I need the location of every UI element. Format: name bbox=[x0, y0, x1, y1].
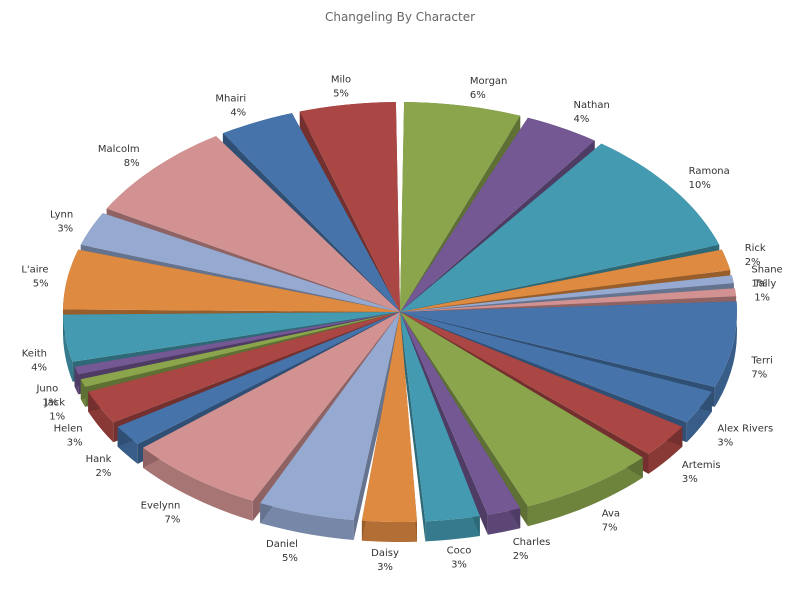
pie-slice-side-daisy bbox=[361, 520, 417, 542]
slice-label-artemis: Artemis bbox=[682, 460, 721, 471]
slice-label-rick: Rick bbox=[745, 243, 766, 254]
pie-slice-tally[interactable] bbox=[400, 288, 737, 312]
pie-slice-side-ava bbox=[527, 457, 643, 527]
slice-label-l-aire: L'aire bbox=[21, 264, 48, 275]
pie-slice-side-daniel bbox=[260, 503, 354, 540]
pie-slice-mhairi[interactable] bbox=[222, 113, 400, 312]
pie-slice-side-coco bbox=[425, 516, 480, 542]
pie-slice-alex-rivers[interactable] bbox=[400, 312, 712, 423]
pie-slice-juno[interactable] bbox=[74, 312, 400, 375]
slice-value-morgan: 6% bbox=[470, 90, 486, 101]
pie-slice-coco[interactable] bbox=[400, 312, 480, 522]
slice-value-l-aire: 5% bbox=[33, 278, 49, 289]
slice-label-charles: Charles bbox=[513, 537, 551, 548]
slice-label-tally: Tally bbox=[753, 279, 776, 290]
pie-slice-daisy[interactable] bbox=[361, 312, 417, 522]
slice-value-keith: 4% bbox=[31, 363, 47, 374]
slice-label-alex-rivers: Alex Rivers bbox=[717, 424, 773, 435]
slice-value-malcolm: 8% bbox=[124, 158, 140, 169]
slice-label-mhairi: Mhairi bbox=[215, 94, 246, 105]
pie-slice-hank[interactable] bbox=[117, 312, 400, 444]
slice-value-artemis: 3% bbox=[682, 474, 698, 485]
pie-slice-milo[interactable] bbox=[299, 102, 400, 312]
slice-label-jack: Jack bbox=[44, 397, 66, 408]
pie-slice-wall-charles-1 bbox=[400, 312, 488, 535]
pie-slice-malcolm[interactable] bbox=[106, 136, 400, 312]
pie-slice-evelynn[interactable] bbox=[143, 312, 400, 501]
slice-value-terri: 7% bbox=[751, 370, 767, 381]
pie-slice-keith[interactable] bbox=[63, 312, 400, 362]
slice-label-terri: Terri bbox=[750, 356, 772, 367]
pie-slice-daniel[interactable] bbox=[260, 312, 400, 520]
chart-title: Changeling By Character bbox=[324, 10, 476, 24]
pie-slice-ava[interactable] bbox=[400, 312, 643, 507]
slice-value-juno: 1% bbox=[42, 398, 58, 409]
slice-label-ramona: Ramona bbox=[689, 166, 730, 177]
slice-value-alex-rivers: 3% bbox=[717, 438, 733, 449]
pie-labels: Morgan6%Nathan4%Ramona10%Rick2%Shane1%Ta… bbox=[21, 75, 782, 573]
slice-label-hank: Hank bbox=[86, 454, 112, 465]
slice-value-ava: 7% bbox=[602, 523, 618, 534]
slice-value-helen: 3% bbox=[67, 438, 83, 449]
slice-value-evelynn: 7% bbox=[165, 514, 181, 525]
pie-slice-side-keith bbox=[63, 314, 73, 382]
slice-label-juno: Juno bbox=[35, 384, 58, 395]
pie-slice-artemis[interactable] bbox=[400, 312, 683, 454]
slice-label-milo: Milo bbox=[331, 75, 351, 86]
slice-value-shane: 1% bbox=[751, 278, 767, 289]
slice-label-malcolm: Malcolm bbox=[98, 144, 140, 155]
slice-value-charles: 2% bbox=[513, 551, 529, 562]
slice-value-coco: 3% bbox=[451, 559, 467, 570]
slice-value-rick: 2% bbox=[745, 257, 761, 268]
pie-slice-shane[interactable] bbox=[400, 275, 734, 312]
slice-label-shane: Shane bbox=[751, 264, 782, 275]
pie-slice-wall-daniel-0 bbox=[353, 312, 400, 540]
slice-value-mhairi: 4% bbox=[230, 108, 246, 119]
pie-slice-nathan[interactable] bbox=[400, 117, 595, 312]
slice-value-hank: 2% bbox=[96, 468, 112, 479]
slice-value-milo: 5% bbox=[333, 89, 349, 100]
slice-value-nathan: 4% bbox=[574, 114, 590, 125]
pie-slice-side-evelynn bbox=[143, 447, 253, 521]
slice-label-evelynn: Evelynn bbox=[141, 500, 181, 511]
slice-label-daniel: Daniel bbox=[266, 539, 298, 550]
slice-label-daisy: Daisy bbox=[371, 548, 399, 559]
slice-label-lynn: Lynn bbox=[50, 209, 73, 220]
slice-label-nathan: Nathan bbox=[574, 100, 610, 111]
pie-slice-wall-coco-1 bbox=[400, 312, 426, 542]
pie-slice-l-aire[interactable] bbox=[63, 249, 400, 312]
pie-slice-jack[interactable] bbox=[80, 312, 401, 387]
slice-label-helen: Helen bbox=[54, 424, 83, 435]
slice-value-lynn: 3% bbox=[57, 223, 73, 234]
pie-slice-lynn[interactable] bbox=[80, 213, 401, 312]
slice-value-daniel: 5% bbox=[282, 553, 298, 564]
slice-label-morgan: Morgan bbox=[470, 76, 508, 87]
pie-slice-helen[interactable] bbox=[88, 312, 400, 423]
pie-slice-morgan[interactable] bbox=[400, 102, 521, 312]
slice-value-daisy: 3% bbox=[377, 562, 393, 573]
slice-value-ramona: 10% bbox=[689, 180, 711, 191]
pie-slice-ramona[interactable] bbox=[400, 143, 720, 312]
pie-slice-charles[interactable] bbox=[400, 312, 521, 515]
slice-label-ava: Ava bbox=[602, 509, 620, 520]
slice-label-keith: Keith bbox=[22, 349, 47, 360]
slice-value-jack: 1% bbox=[49, 411, 65, 422]
pie-top-faces bbox=[63, 102, 737, 522]
slice-label-coco: Coco bbox=[447, 545, 472, 556]
slice-value-tally: 1% bbox=[754, 293, 770, 304]
pie-slice-side-terri bbox=[714, 301, 737, 407]
pie-slice-terri[interactable] bbox=[400, 301, 737, 387]
pie-slice-rick[interactable] bbox=[400, 249, 731, 312]
